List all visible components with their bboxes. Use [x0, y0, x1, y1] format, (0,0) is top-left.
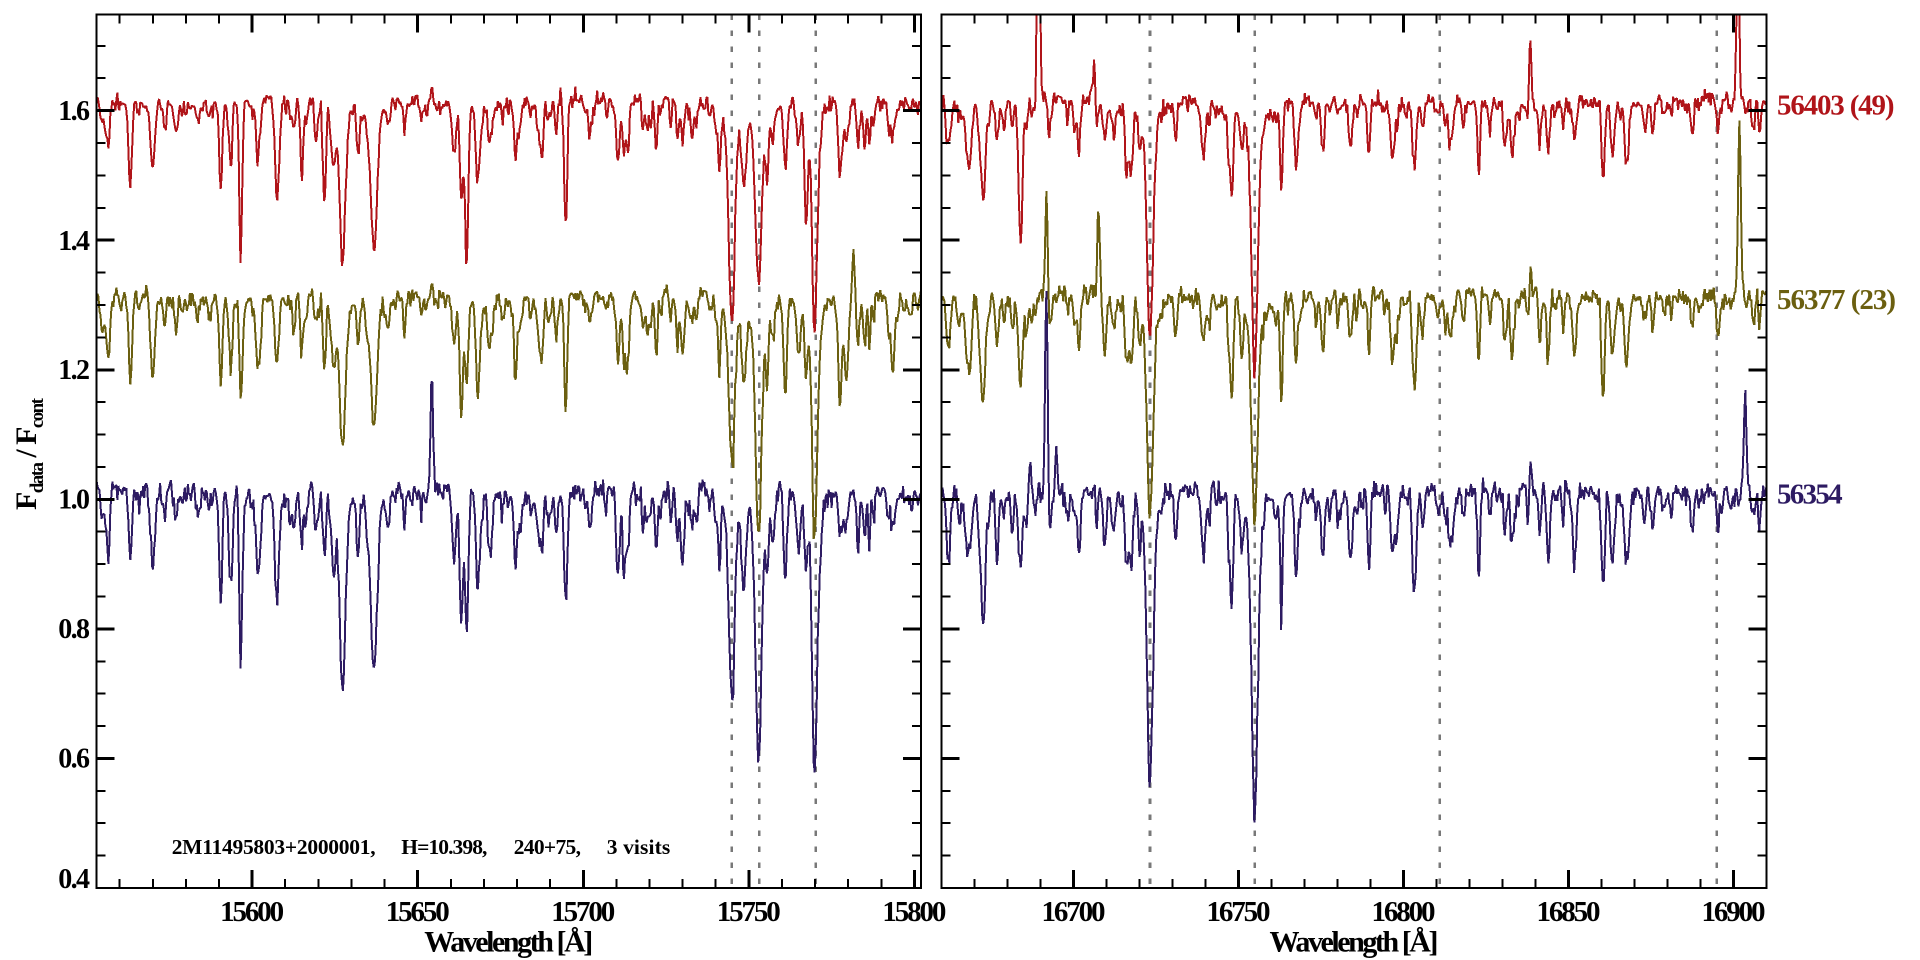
- svg-text:16700: 16700: [1042, 896, 1106, 928]
- svg-text:15600: 15600: [220, 896, 284, 928]
- svg-text:Wavelength [Å]: Wavelength [Å]: [424, 926, 593, 959]
- svg-text:16850: 16850: [1537, 896, 1601, 928]
- svg-text:15650: 15650: [386, 896, 450, 928]
- svg-text:0.6: 0.6: [58, 744, 90, 775]
- svg-text:3 visits: 3 visits: [607, 835, 671, 859]
- svg-text:16800: 16800: [1372, 896, 1436, 928]
- svg-text:56377 (23): 56377 (23): [1777, 284, 1896, 316]
- svg-text:16750: 16750: [1207, 896, 1271, 928]
- svg-text:1.6: 1.6: [58, 96, 90, 127]
- svg-text:2M11495803+2000001,: 2M11495803+2000001,: [172, 835, 376, 859]
- svg-text:0.4: 0.4: [58, 864, 90, 895]
- svg-text:H=10.398,: H=10.398,: [401, 835, 487, 859]
- svg-text:56354: 56354: [1777, 478, 1843, 510]
- svg-text:15750: 15750: [717, 896, 781, 928]
- svg-text:15700: 15700: [551, 896, 615, 928]
- svg-text:1.4: 1.4: [58, 226, 90, 257]
- svg-text:15800: 15800: [882, 896, 946, 928]
- svg-text:1.2: 1.2: [58, 355, 90, 386]
- svg-text:16900: 16900: [1702, 896, 1766, 928]
- svg-text:0.8: 0.8: [58, 614, 90, 645]
- svg-text:240+75,: 240+75,: [514, 835, 581, 859]
- svg-text:56403 (49): 56403 (49): [1777, 89, 1895, 121]
- svg-text:1.0: 1.0: [58, 485, 90, 516]
- svg-text:Wavelength [Å]: Wavelength [Å]: [1270, 926, 1439, 959]
